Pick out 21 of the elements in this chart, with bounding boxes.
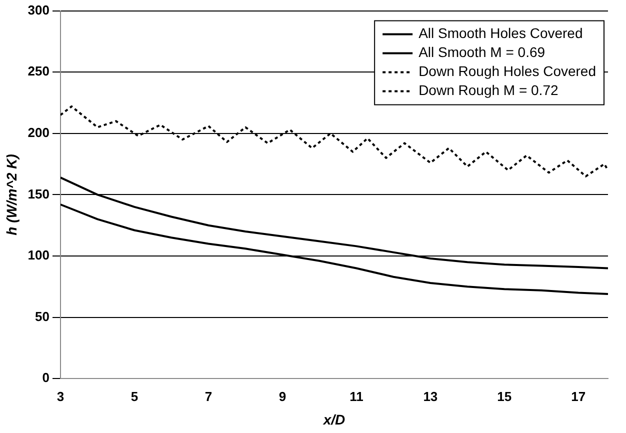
y-tick-label: 0 (42, 370, 50, 386)
y-tick-label: 150 (28, 186, 50, 202)
x-tick-label: 11 (350, 388, 364, 404)
y-tick-label: 250 (28, 64, 50, 79)
x-tick-label: 5 (130, 388, 138, 404)
legend-label: Down Rough Holes Covered (418, 63, 596, 80)
y-tick-label: 300 (28, 2, 50, 18)
x-tick-label: 7 (204, 388, 212, 404)
legend-label: All Smooth M = 0.69 (418, 44, 546, 60)
x-tick-label: 9 (278, 388, 286, 404)
y-tick-label: 50 (35, 308, 50, 324)
x-tick-label: 17 (571, 388, 586, 404)
y-tick-label: 200 (28, 124, 50, 140)
y-axis-title: h (W/m^2 K) (3, 154, 20, 236)
y-tick-label: 100 (28, 248, 50, 263)
legend-label: All Smooth Holes Covered (418, 25, 583, 42)
x-tick-label: 13 (423, 388, 438, 404)
x-axis-title: x/D (322, 411, 346, 428)
legend-label: Down Rough M = 0.72 (418, 82, 558, 98)
x-tick-label: 15 (497, 388, 512, 404)
x-tick-label: 3 (56, 388, 64, 404)
